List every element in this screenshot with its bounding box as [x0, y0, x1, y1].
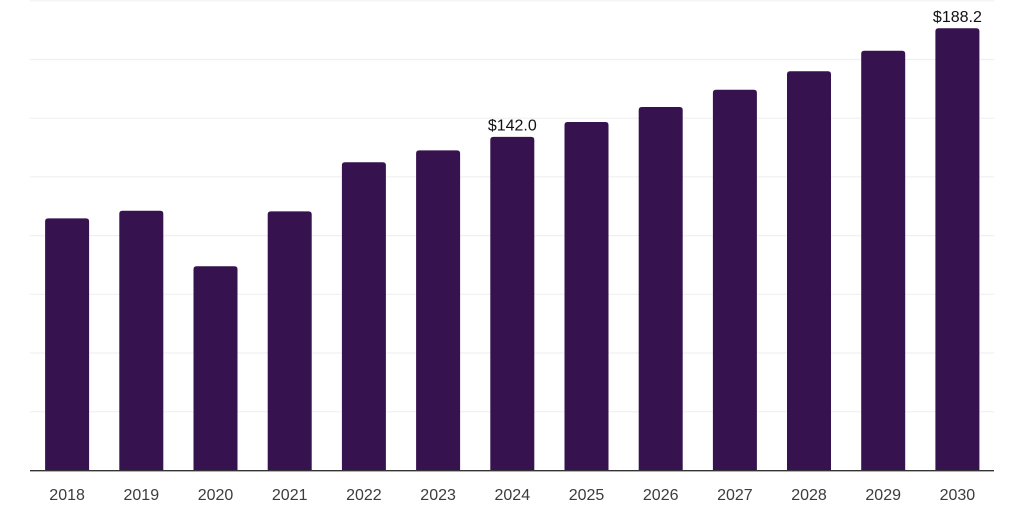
- svg-text:2022: 2022: [346, 487, 382, 504]
- svg-text:2024: 2024: [495, 487, 531, 504]
- svg-text:2029: 2029: [865, 487, 901, 504]
- svg-text:2025: 2025: [569, 487, 605, 504]
- svg-text:2023: 2023: [420, 487, 456, 504]
- svg-text:$188.2: $188.2: [933, 9, 982, 26]
- svg-text:2027: 2027: [717, 487, 753, 504]
- svg-text:2028: 2028: [791, 487, 827, 504]
- svg-text:2030: 2030: [940, 487, 976, 504]
- svg-text:2026: 2026: [643, 487, 679, 504]
- svg-text:2021: 2021: [272, 487, 308, 504]
- svg-text:2019: 2019: [124, 487, 160, 504]
- svg-text:2018: 2018: [49, 487, 85, 504]
- svg-text:2020: 2020: [198, 487, 234, 504]
- svg-text:$142.0: $142.0: [488, 118, 537, 135]
